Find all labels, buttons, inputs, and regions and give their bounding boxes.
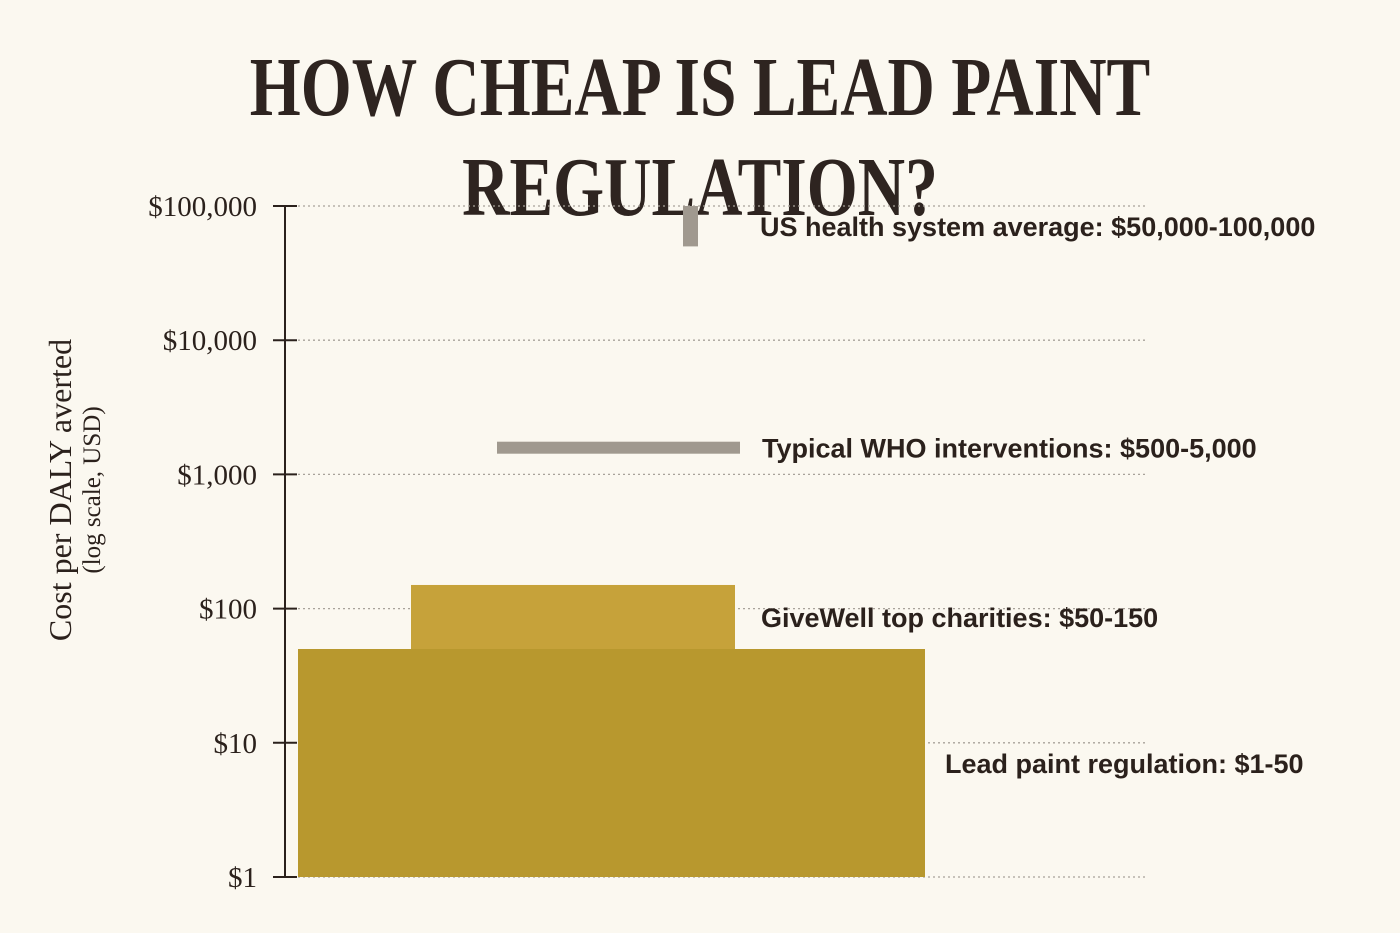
y-tick-label-3: $1,000 bbox=[177, 459, 257, 491]
bar-2 bbox=[411, 584, 735, 649]
bar-1 bbox=[497, 441, 740, 454]
bars bbox=[298, 206, 925, 877]
bar-label-2: GiveWell top charities: $50-150 bbox=[761, 603, 1158, 633]
y-tick-label-5: $100,000 bbox=[148, 191, 257, 223]
bar-label-1: Typical WHO interventions: $500-5,000 bbox=[762, 434, 1257, 464]
bar-label-0: US health system average: $50,000-100,00… bbox=[760, 212, 1315, 242]
y-axis: $1 $10 $100 $1,000 $10,000 $100,000 bbox=[148, 191, 297, 894]
y-tick-label-2: $100 bbox=[199, 594, 257, 626]
bar-3 bbox=[298, 648, 925, 877]
bar-0 bbox=[683, 206, 698, 247]
y-tick-label-4: $10,000 bbox=[163, 325, 257, 357]
y-tick-label-1: $10 bbox=[214, 728, 258, 760]
chart-title: HOW CHEAP IS LEAD PAINT REGULATION? bbox=[249, 41, 1151, 234]
y-tick-label-0: $1 bbox=[228, 862, 257, 894]
bar-label-3: Lead paint regulation: $1-50 bbox=[945, 749, 1304, 779]
bar-labels: US health system average: $50,000-100,00… bbox=[760, 212, 1315, 779]
